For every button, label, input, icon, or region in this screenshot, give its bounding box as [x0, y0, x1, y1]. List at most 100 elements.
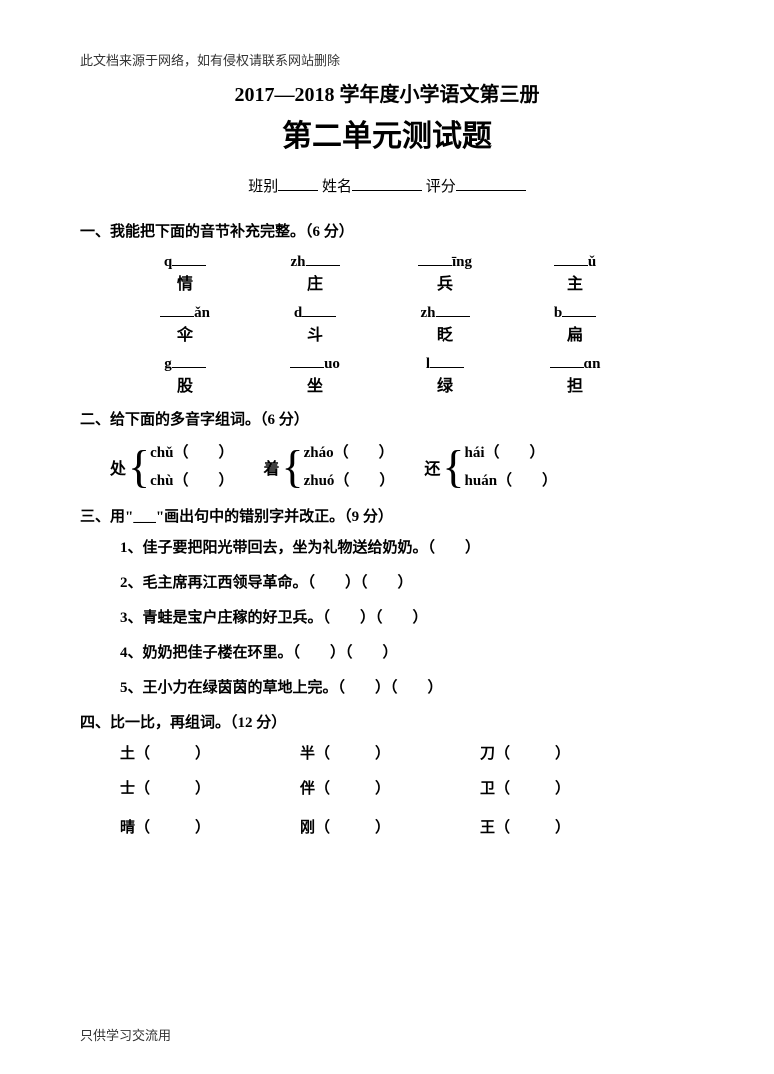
name-blank[interactable] — [352, 177, 422, 191]
sentence-item: 2、毛主席再江西领导革命。（ ）（ ） — [120, 571, 694, 592]
pinyin-cell: uo — [250, 353, 380, 375]
pinyin-cell: b — [510, 302, 640, 324]
pinyin-pre: g — [164, 356, 172, 372]
pinyin-pre: zh — [291, 254, 306, 270]
char-cell: 眨 — [380, 325, 510, 347]
pinyin-suf: ǎn — [194, 305, 210, 321]
section1-heading: 一、我能把下面的音节补充完整。（6 分） — [80, 220, 694, 241]
compare-cell[interactable]: 晴（ ） — [120, 816, 300, 837]
char-cell: 伞 — [120, 325, 250, 347]
compare-row: 士（ ） 伴（ ） 卫（ ） — [120, 777, 694, 798]
compare-row: 晴（ ） 刚（ ） 王（ ） — [120, 816, 694, 837]
section3-heading: 三、用"___"画出句中的错别字并改正。（9 分） — [80, 505, 694, 526]
pinyin-cell: ɑn — [510, 353, 640, 375]
pinyin-blank[interactable] — [302, 303, 336, 317]
pinyin-cell: q — [120, 251, 250, 273]
page-title-line1: 2017—2018 学年度小学语文第三册 — [80, 78, 694, 107]
pinyin-blank[interactable] — [306, 252, 340, 266]
compare-cell[interactable]: 王（ ） — [480, 816, 660, 837]
class-blank[interactable] — [278, 177, 318, 191]
pinyin-pre: zh — [421, 305, 436, 321]
pinyin-blank[interactable] — [550, 354, 584, 368]
char-cell: 兵 — [380, 274, 510, 296]
pinyin-blank[interactable] — [554, 252, 588, 266]
pinyin-cell: zh — [380, 302, 510, 324]
header-note: 此文档来源于网络，如有侵权请联系网站删除 — [80, 50, 340, 69]
pinyin-cell: l — [380, 353, 510, 375]
sentence-item: 3、青蛙是宝户庄稼的好卫兵。（ ）（ ） — [120, 606, 694, 627]
polyphone-group: 着 { zháo（ ） zhuó（ ） — [263, 439, 394, 495]
sentence-item: 1、佳子要把阳光带回去，坐为礼物送给奶奶。（ ） — [120, 536, 694, 557]
char-cell: 担 — [510, 376, 640, 398]
pinyin-blank[interactable] — [436, 303, 470, 317]
polyphone-option[interactable]: zhuó（ ） — [304, 467, 395, 495]
char-row: 伞 斗 眨 扁 — [120, 325, 694, 347]
char-cell: 主 — [510, 274, 640, 296]
char-cell: 绿 — [380, 376, 510, 398]
compare-cell[interactable]: 半（ ） — [300, 742, 480, 763]
section3-list: 1、佳子要把阳光带回去，坐为礼物送给奶奶。（ ） 2、毛主席再江西领导革命。（ … — [120, 536, 694, 697]
pinyin-blank[interactable] — [290, 354, 324, 368]
compare-cell[interactable]: 刚（ ） — [300, 816, 480, 837]
pinyin-cell: ǔ — [510, 251, 640, 273]
pinyin-suf: ǔ — [588, 254, 596, 270]
polyphone-option[interactable]: hái（ ） — [465, 439, 558, 467]
score-blank[interactable] — [456, 177, 526, 191]
pinyin-cell: g — [120, 353, 250, 375]
section1-grid: q zh īng ǔ 情 庄 兵 主 ǎn d zh b 伞 斗 眨 扁 g u… — [120, 251, 694, 398]
polyphone-option[interactable]: zháo（ ） — [304, 439, 395, 467]
pinyin-blank[interactable] — [160, 303, 194, 317]
pinyin-pre: d — [294, 305, 302, 321]
pinyin-cell: īng — [380, 251, 510, 273]
polyphone-char: 着 — [263, 455, 279, 479]
polyphone-option[interactable]: huán（ ） — [465, 467, 558, 495]
pinyin-row: q zh īng ǔ — [120, 251, 694, 273]
pinyin-blank[interactable] — [430, 354, 464, 368]
polyphone-group: 还 { hái（ ） huán（ ） — [424, 439, 557, 495]
pinyin-suf: īng — [452, 254, 472, 270]
char-cell: 情 — [120, 274, 250, 296]
section4-grid: 土（ ） 半（ ） 刀（ ） 士（ ） 伴（ ） 卫（ ） 晴（ ） 刚（ ） … — [120, 742, 694, 837]
pinyin-suf: uo — [324, 356, 340, 372]
polyphone-char: 处 — [110, 455, 126, 479]
compare-cell[interactable]: 土（ ） — [120, 742, 300, 763]
polyphone-option[interactable]: chù（ ） — [150, 467, 233, 495]
char-row: 股 坐 绿 担 — [120, 376, 694, 398]
pinyin-suf: ɑn — [584, 356, 601, 372]
pinyin-pre: q — [164, 254, 172, 270]
page-title-line2: 第二单元测试题 — [80, 111, 694, 155]
char-cell: 扁 — [510, 325, 640, 347]
compare-cell[interactable]: 士（ ） — [120, 777, 300, 798]
section4-heading: 四、比一比，再组词。（12 分） — [80, 711, 694, 732]
compare-cell[interactable]: 伴（ ） — [300, 777, 480, 798]
pinyin-pre: b — [554, 305, 562, 321]
brace-icon: { — [281, 443, 303, 491]
compare-row: 土（ ） 半（ ） 刀（ ） — [120, 742, 694, 763]
pinyin-row: ǎn d zh b — [120, 302, 694, 324]
brace-icon: { — [442, 443, 464, 491]
student-info-line: 班别 姓名 评分 — [80, 175, 694, 196]
polyphone-option[interactable]: chǔ（ ） — [150, 439, 233, 467]
polyphone-char: 还 — [424, 455, 440, 479]
name-label: 姓名 — [322, 179, 352, 195]
char-row: 情 庄 兵 主 — [120, 274, 694, 296]
pinyin-blank[interactable] — [172, 354, 206, 368]
char-cell: 庄 — [250, 274, 380, 296]
section2-heading: 二、给下面的多音字组词。（6 分） — [80, 408, 694, 429]
pinyin-blank[interactable] — [418, 252, 452, 266]
compare-cell[interactable]: 刀（ ） — [480, 742, 660, 763]
pinyin-blank[interactable] — [562, 303, 596, 317]
pinyin-cell: d — [250, 302, 380, 324]
score-label: 评分 — [426, 179, 456, 195]
pinyin-row: g uo l ɑn — [120, 353, 694, 375]
class-label: 班别 — [248, 179, 278, 195]
sentence-item: 5、王小力在绿茵茵的草地上完。（ ）（ ） — [120, 676, 694, 697]
pinyin-blank[interactable] — [172, 252, 206, 266]
char-cell: 斗 — [250, 325, 380, 347]
char-cell: 坐 — [250, 376, 380, 398]
section2-groups: 处 { chǔ（ ） chù（ ） 着 { zháo（ ） zhuó（ ） 还 … — [110, 439, 694, 495]
compare-cell[interactable]: 卫（ ） — [480, 777, 660, 798]
footer-note: 只供学习交流用 — [80, 1025, 171, 1044]
sentence-item: 4、奶奶把佳子楼在环里。（ ）（ ） — [120, 641, 694, 662]
polyphone-group: 处 { chǔ（ ） chù（ ） — [110, 439, 233, 495]
